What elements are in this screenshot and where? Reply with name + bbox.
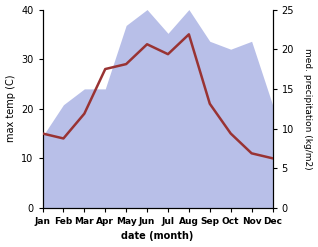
X-axis label: date (month): date (month) (121, 231, 194, 242)
Y-axis label: max temp (C): max temp (C) (5, 75, 16, 143)
Y-axis label: med. precipitation (kg/m2): med. precipitation (kg/m2) (303, 48, 313, 169)
